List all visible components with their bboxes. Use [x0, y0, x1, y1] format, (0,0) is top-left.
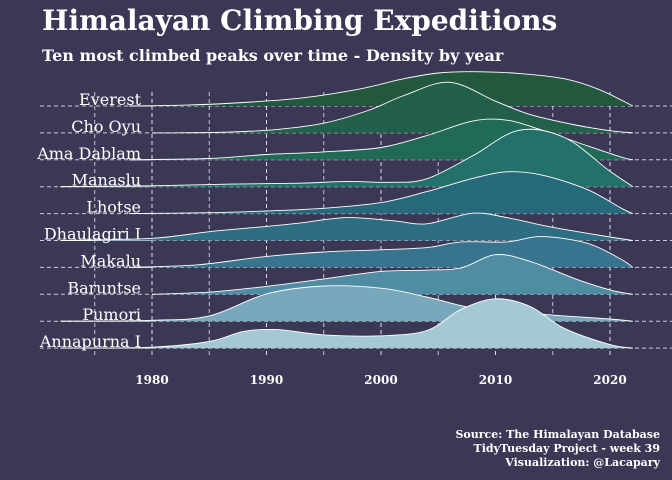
caption-credit: Visualization: @Lacapary: [505, 456, 660, 469]
ridges: [60, 71, 634, 349]
ridge-outline: [174, 81, 633, 134]
ridge-area: [129, 71, 633, 106]
peak-label: Pumori: [82, 305, 141, 324]
ridge-outline: [60, 128, 634, 188]
peak-label: Annapurna I: [39, 332, 141, 351]
peak-label: Makalu: [80, 251, 141, 270]
chart-title: Himalayan Climbing Expeditions: [42, 4, 558, 37]
x-tick-label: 2000: [364, 373, 397, 387]
ridge-area: [174, 82, 633, 133]
caption-source: Source: The Himalayan Database: [455, 428, 660, 441]
caption: Source: The Himalayan Database TidyTuesd…: [455, 428, 660, 470]
peak-label: Ama Dablam: [36, 144, 141, 163]
ridge-area: [60, 213, 633, 241]
peak-label: Manaslu: [72, 171, 141, 190]
ridge-outline: [129, 171, 634, 215]
ridge-area: [60, 298, 633, 349]
ridge-outline: [60, 298, 633, 349]
ridge-outline: [151, 254, 633, 295]
ridge-outline: [129, 236, 634, 268]
peak-labels: Everest Cho Oyu Ama Dablam Manaslu Lhotse Dha…: [36, 90, 141, 351]
peak-label: Cho Oyu: [71, 117, 141, 136]
ridge-outline: [60, 285, 633, 322]
x-tick-label: 1990: [250, 373, 283, 387]
peak-label: Dhaulagiri I: [44, 225, 141, 244]
ridge-area: [60, 129, 633, 187]
ridge-outline: [129, 71, 634, 107]
peak-label: Everest: [79, 90, 142, 109]
peak-label: Baruntse: [67, 278, 141, 297]
x-tick-label: 2020: [593, 373, 626, 387]
ridge-outline: [60, 212, 633, 241]
ridge-area: [152, 254, 633, 295]
x-axis-ticks: 1980 1990 2000 2010 2020: [135, 373, 626, 387]
peak-label: Lhotse: [86, 198, 141, 217]
caption-project: TidyTuesday Project - week 39: [473, 442, 660, 455]
ridge-area: [129, 171, 633, 214]
x-tick-label: 1980: [135, 373, 168, 387]
chart-subtitle: Ten most climbed peaks over time - Densi…: [42, 46, 504, 65]
ridge-outline: [129, 118, 633, 161]
x-tick-label: 2010: [479, 373, 512, 387]
